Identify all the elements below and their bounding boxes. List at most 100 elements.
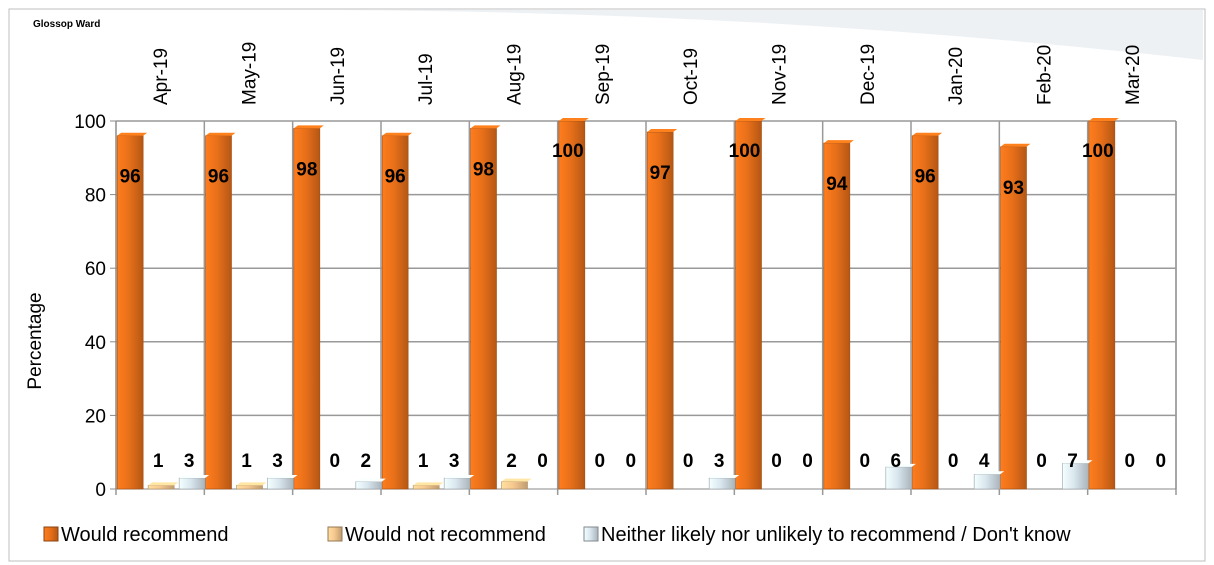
data-label: 94 [826, 174, 848, 195]
bar-recommend [470, 128, 497, 490]
data-label: 3 [449, 451, 460, 472]
bar-recommend [646, 131, 674, 490]
data-label: 100 [1082, 141, 1114, 162]
data-label: 0 [537, 451, 548, 472]
data-label: 0 [330, 451, 341, 472]
chart-title: Glossop Ward [33, 19, 100, 30]
bar-not-recommend [236, 485, 263, 490]
chart-frame [8, 8, 1206, 562]
bar-neither [267, 477, 294, 490]
bar-not-recommend [501, 481, 528, 490]
legend: Would recommend Would not recommend Neithe… [43, 524, 1071, 546]
data-label: 4 [979, 451, 990, 472]
bar-neither [355, 481, 383, 490]
y-axis-label: Percentage [25, 292, 46, 389]
bar-top-face [148, 482, 179, 486]
bar-recommend [293, 128, 321, 490]
x-tick-label: Sep-19 [593, 44, 614, 105]
data-label: 7 [1067, 451, 1078, 472]
data-label: 0 [683, 451, 694, 472]
bar-top-face [117, 132, 148, 136]
data-label: 2 [506, 451, 517, 472]
bar-top-face [267, 474, 298, 478]
data-label: 0 [1036, 451, 1047, 472]
labels-layer: Apr-19 May-19 Jun-19 Jul-19 Aug-19 Sep-19 Oct-… [120, 42, 1167, 472]
bar-top-face [912, 132, 943, 136]
y-tick-label: 100 [74, 112, 106, 133]
x-tick-label: Oct-19 [681, 48, 702, 105]
data-label: 0 [860, 451, 871, 472]
x-tick-label: Dec-19 [858, 44, 879, 105]
data-label: 0 [626, 451, 637, 472]
data-label: 1 [153, 451, 164, 472]
bar-not-recommend [147, 485, 175, 490]
bar-top-face [179, 474, 210, 478]
bar-recommend [1000, 146, 1027, 490]
data-label: 3 [714, 451, 725, 472]
bar-top-face [413, 482, 444, 486]
bar-top-face [823, 140, 854, 144]
bar-top-face [501, 478, 532, 482]
data-label: 93 [1003, 178, 1024, 199]
x-tick-label: Jul-19 [416, 53, 437, 105]
bar-top-face [205, 132, 236, 136]
data-label: 98 [473, 159, 494, 180]
bar-recommend [558, 120, 586, 490]
y-tick-label: 80 [85, 186, 106, 207]
data-label: 100 [729, 141, 761, 162]
legend-swatch [583, 526, 599, 542]
bar-top-face [735, 118, 766, 121]
bar-top-face [709, 474, 740, 478]
legend-label: Would not recommend [345, 524, 546, 546]
bar-recommend [735, 120, 762, 490]
x-tick-label: Jan-20 [946, 47, 967, 105]
bar-not-recommend [412, 485, 440, 490]
data-label: 0 [802, 451, 813, 472]
bar-top-face [974, 471, 1005, 475]
x-tick-label: Jun-19 [328, 47, 349, 105]
x-tick-label: May-19 [240, 42, 261, 105]
data-label: 100 [552, 141, 584, 162]
x-tick-label: Nov-19 [770, 44, 791, 105]
data-label: 96 [120, 167, 141, 188]
data-label: 96 [208, 167, 229, 188]
bar-recommend [1088, 120, 1116, 490]
bar-top-face [1000, 143, 1031, 147]
decorative-band [300, 10, 1203, 60]
data-label: 96 [915, 167, 936, 188]
data-label: 98 [296, 159, 317, 180]
legend-label: Would recommend [61, 524, 228, 546]
data-label: 6 [891, 451, 902, 472]
bar-top-face [1062, 460, 1093, 464]
x-tick-label: Aug-19 [505, 44, 526, 105]
bar-neither [708, 477, 736, 490]
bar-top-face [236, 482, 267, 486]
bar-neither [973, 473, 1001, 490]
legend-swatch [327, 526, 343, 542]
data-label: 96 [385, 167, 406, 188]
y-tick-label: 60 [85, 259, 106, 280]
data-label: 1 [418, 451, 429, 472]
y-tick-label: 20 [85, 406, 106, 427]
data-label: 0 [771, 451, 782, 472]
data-label: 0 [948, 451, 959, 472]
bar-top-face [470, 125, 501, 129]
bar-neither [443, 477, 471, 490]
bar-top-face [647, 129, 678, 133]
bar-recommend [205, 135, 232, 490]
bar-top-face [444, 474, 475, 478]
bar-top-face [293, 125, 324, 129]
bar-recommend [116, 135, 144, 490]
data-label: 0 [1156, 451, 1167, 472]
grid-layer [115, 120, 1177, 495]
data-label: 3 [184, 451, 195, 472]
data-label: 2 [361, 451, 372, 472]
bar-top-face [355, 478, 386, 482]
data-label: 1 [241, 451, 252, 472]
bar-neither [178, 477, 206, 490]
data-label: 3 [272, 451, 283, 472]
x-tick-label: Mar-20 [1123, 45, 1144, 105]
bar-recommend [381, 135, 409, 490]
bars-layer [116, 118, 1119, 490]
x-tick-label: Feb-20 [1035, 45, 1056, 105]
